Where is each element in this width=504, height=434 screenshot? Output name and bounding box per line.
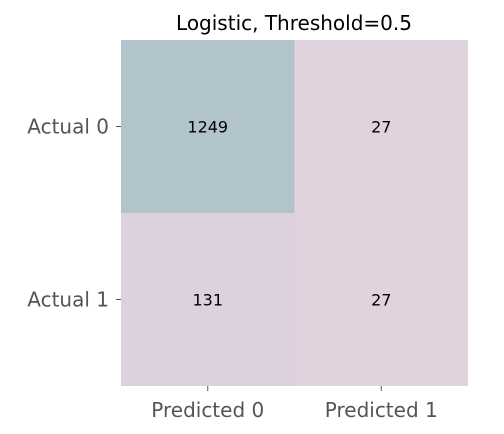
x-tick-label-1: Predicted 1 (325, 398, 438, 422)
y-tick-label-1: Actual 1 (27, 288, 109, 312)
cell-value-r0-c0: 1249 (187, 118, 228, 137)
y-tick-label-0: Actual 0 (27, 115, 109, 139)
heatmap-cell-r0-c0 (121, 40, 295, 213)
heatmap-cell-r0-c1 (294, 40, 468, 213)
heatmap-cell-labels: 1249 27 131 27 (187, 118, 391, 310)
chart-title: Logistic, Threshold=0.5 (176, 11, 412, 35)
cell-value-r1-c1: 27 (371, 291, 391, 310)
y-axis-ticks: Actual 0 Actual 1 (27, 115, 121, 312)
x-axis-ticks: Predicted 0 Predicted 1 (151, 386, 438, 422)
heatmap-cells (121, 40, 468, 386)
x-tick-label-0: Predicted 0 (151, 398, 264, 422)
heatmap-cell-r1-c0 (121, 213, 295, 386)
cell-value-r1-c0: 131 (192, 291, 223, 310)
cell-value-r0-c1: 27 (371, 118, 391, 137)
heatmap-cell-r1-c1 (294, 213, 468, 386)
